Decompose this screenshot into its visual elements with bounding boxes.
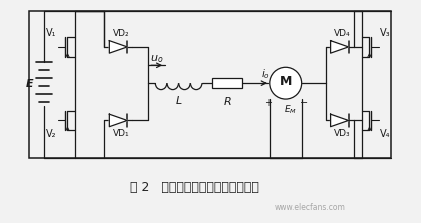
- Polygon shape: [109, 41, 127, 53]
- Text: V₄: V₄: [380, 129, 391, 139]
- Text: V₃: V₃: [380, 28, 391, 38]
- Text: 图 2   四象限型直流斩波器驱动电路: 图 2 四象限型直流斩波器驱动电路: [130, 181, 259, 194]
- Text: $u_o$: $u_o$: [150, 54, 163, 65]
- Text: $R$: $R$: [223, 95, 231, 107]
- Text: V₁: V₁: [46, 28, 57, 38]
- Text: $E_M$: $E_M$: [284, 104, 297, 116]
- Text: VD₄: VD₄: [334, 29, 351, 39]
- Polygon shape: [109, 114, 127, 127]
- Text: +: +: [264, 98, 272, 108]
- Polygon shape: [330, 114, 349, 127]
- Text: $L$: $L$: [175, 94, 182, 106]
- Text: E: E: [26, 79, 33, 89]
- Text: V₂: V₂: [46, 129, 57, 139]
- Bar: [29, 11, 392, 158]
- Text: M: M: [280, 75, 292, 88]
- Polygon shape: [330, 41, 349, 53]
- Text: www.elecfans.com: www.elecfans.com: [274, 203, 345, 212]
- Text: $i_o$: $i_o$: [261, 67, 270, 81]
- Text: VD₂: VD₂: [113, 29, 130, 39]
- Text: −: −: [300, 98, 308, 108]
- Text: VD₁: VD₁: [113, 129, 130, 138]
- Bar: [212, 78, 242, 88]
- Text: VD₃: VD₃: [334, 129, 351, 138]
- Circle shape: [270, 67, 302, 99]
